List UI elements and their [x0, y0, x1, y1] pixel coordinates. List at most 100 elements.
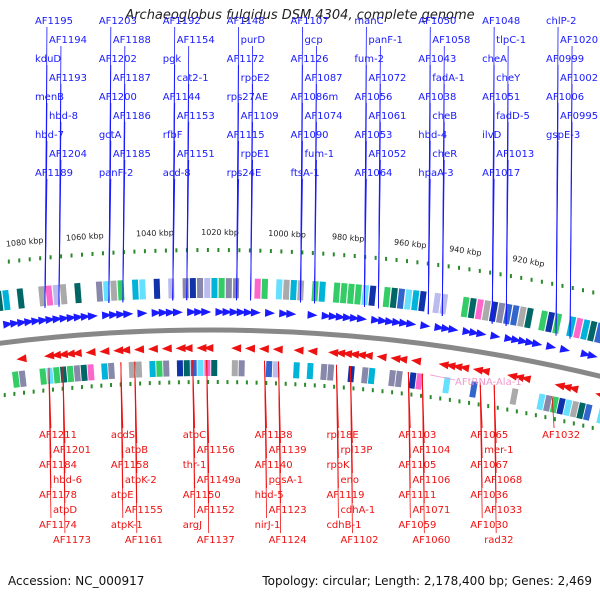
- forward-gene-arrow: [307, 310, 318, 319]
- tick-mark: [227, 248, 230, 253]
- feature-block: [596, 407, 600, 425]
- feature-block: [168, 278, 175, 299]
- label-leader-line: [122, 159, 126, 303]
- forward-gene-arrow: [201, 308, 212, 317]
- feature-block: [204, 277, 211, 299]
- reverse-gene-arrow: [459, 364, 470, 373]
- feature-block: [211, 277, 218, 299]
- tick-mark: [553, 417, 556, 422]
- feature-block: [163, 360, 170, 377]
- gene-label: nirJ-1: [255, 520, 281, 531]
- gene-label: hbd-7: [35, 130, 64, 141]
- feature-block: [549, 396, 559, 414]
- tick-mark: [90, 384, 93, 389]
- tick-mark: [280, 249, 283, 254]
- label-leader-line: [264, 360, 267, 519]
- feature-block: [131, 279, 139, 300]
- feature-block: [442, 376, 451, 394]
- feature-block: [52, 284, 61, 306]
- tick-mark: [23, 390, 26, 395]
- gene-label: fum-2: [354, 54, 384, 65]
- forward-gene-arrow: [45, 316, 56, 324]
- forward-gene-arrow: [87, 312, 98, 321]
- gene-label: cheY: [496, 73, 521, 84]
- gene-label: fadD-5: [496, 111, 530, 122]
- gene-label: AF1150: [183, 490, 221, 501]
- forward-gene-arrow: [187, 308, 198, 317]
- gene-label: AF1204: [49, 149, 87, 160]
- gene-label: rps24E: [227, 168, 262, 179]
- forward-gene-arrow: [489, 331, 501, 340]
- reverse-gene-arrow: [113, 346, 124, 355]
- forward-gene-arrow: [587, 350, 598, 359]
- tick-mark: [374, 255, 377, 260]
- feature-block: [394, 370, 403, 388]
- forward-gene-arrow: [2, 320, 14, 329]
- tick-mark: [385, 256, 388, 261]
- tick-mark: [499, 272, 502, 277]
- gene-label: AF1156: [197, 445, 235, 456]
- feature-block: [552, 313, 563, 334]
- feature-block: [272, 361, 280, 378]
- reverse-gene-arrow: [595, 392, 600, 400]
- gene-label: AF1002: [560, 73, 598, 84]
- label-leader-line: [479, 382, 483, 519]
- forward-gene-arrow: [123, 310, 134, 319]
- tick-mark: [197, 380, 200, 385]
- feature-block: [290, 279, 297, 301]
- gene-label: AF1043: [418, 54, 456, 65]
- gene-label: AF1201: [53, 445, 91, 456]
- rna-leader-line: [429, 374, 456, 381]
- tick-mark: [582, 423, 585, 428]
- feature-block: [197, 278, 204, 299]
- feature-block: [389, 287, 398, 309]
- label-leader-line: [250, 159, 254, 301]
- tick-mark: [49, 255, 52, 260]
- forward-gene-arrow: [420, 321, 431, 330]
- tick-mark: [520, 275, 523, 280]
- forward-gene-arrow: [559, 344, 571, 353]
- forward-gene-arrow: [165, 308, 176, 317]
- feature-block: [388, 369, 396, 387]
- tick-mark: [477, 402, 480, 407]
- gene-label: rfbF: [163, 130, 183, 141]
- tick-mark: [175, 248, 178, 253]
- forward-gene-arrow: [137, 309, 148, 318]
- forward-gene-arrow: [66, 314, 77, 323]
- reverse-gene-arrow: [520, 375, 532, 384]
- tick-mark: [71, 385, 74, 390]
- gene-label: AF1200: [99, 92, 137, 103]
- gene-label: atpB: [125, 445, 148, 456]
- forward-gene-arrow: [52, 315, 63, 324]
- feature-block: [2, 289, 11, 311]
- gene-label: AF1102: [340, 535, 378, 546]
- label-leader-line: [441, 159, 445, 316]
- forward-gene-arrow: [286, 309, 297, 318]
- forward-gene-arrow: [24, 318, 35, 327]
- forward-gene-arrow: [321, 311, 332, 320]
- reverse-gene-arrow: [203, 343, 214, 352]
- feature-block: [396, 288, 406, 309]
- forward-gene-arrow: [405, 319, 417, 328]
- tick-mark: [420, 393, 423, 398]
- feature-block: [225, 278, 232, 299]
- forward-gene-arrow: [236, 308, 247, 317]
- feature-block: [503, 303, 513, 325]
- feature-block: [583, 403, 593, 421]
- gene-label: rps27AE: [227, 92, 269, 103]
- feature-block: [354, 284, 362, 305]
- gene-label: AF1065: [470, 430, 508, 441]
- feature-block: [467, 297, 477, 319]
- reverse-gene-arrow: [272, 345, 283, 354]
- tick-mark: [60, 254, 63, 259]
- forward-gene-arrow: [172, 308, 183, 317]
- gene-label: panF-2: [99, 168, 134, 179]
- gene-label: AF1161: [125, 535, 163, 546]
- gene-label: AF1105: [398, 460, 436, 471]
- feature-block: [566, 316, 577, 337]
- tick-mark: [51, 387, 54, 392]
- tick-mark: [551, 281, 554, 286]
- tick-mark: [429, 395, 432, 400]
- forward-gene-arrow: [279, 309, 290, 318]
- feature-block: [509, 388, 519, 405]
